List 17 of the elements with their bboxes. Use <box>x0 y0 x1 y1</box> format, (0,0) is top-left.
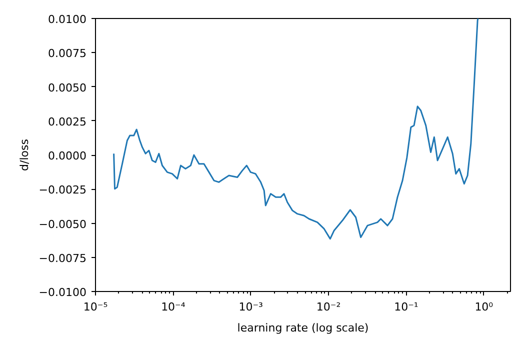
x-tick-label: 10⁻² <box>316 300 341 314</box>
y-tick-label: 0.0000 <box>48 150 87 162</box>
x-tick-label: 10⁻⁴ <box>161 300 186 314</box>
y-tick-label: 0.0100 <box>48 13 87 26</box>
y-tick-label: −0.0025 <box>38 184 87 197</box>
y-axis-title: d/loss <box>18 138 31 171</box>
x-axis-title: learning rate (log scale) <box>237 322 369 334</box>
y-tick-label: 0.0075 <box>48 47 87 60</box>
y-tick-label: 0.0050 <box>48 81 87 94</box>
x-tick-label: 10⁻¹ <box>394 300 418 314</box>
x-tick-label: 10⁰ <box>474 300 494 314</box>
y-tick-label: −0.0050 <box>38 218 87 231</box>
x-tick-label: 10⁻³ <box>238 300 263 314</box>
x-tick-label: 10⁻⁵ <box>83 300 108 314</box>
y-tick-label: −0.0100 <box>38 286 87 299</box>
y-tick-label: −0.0075 <box>38 252 87 265</box>
y-tick-label: 0.0025 <box>48 115 87 128</box>
